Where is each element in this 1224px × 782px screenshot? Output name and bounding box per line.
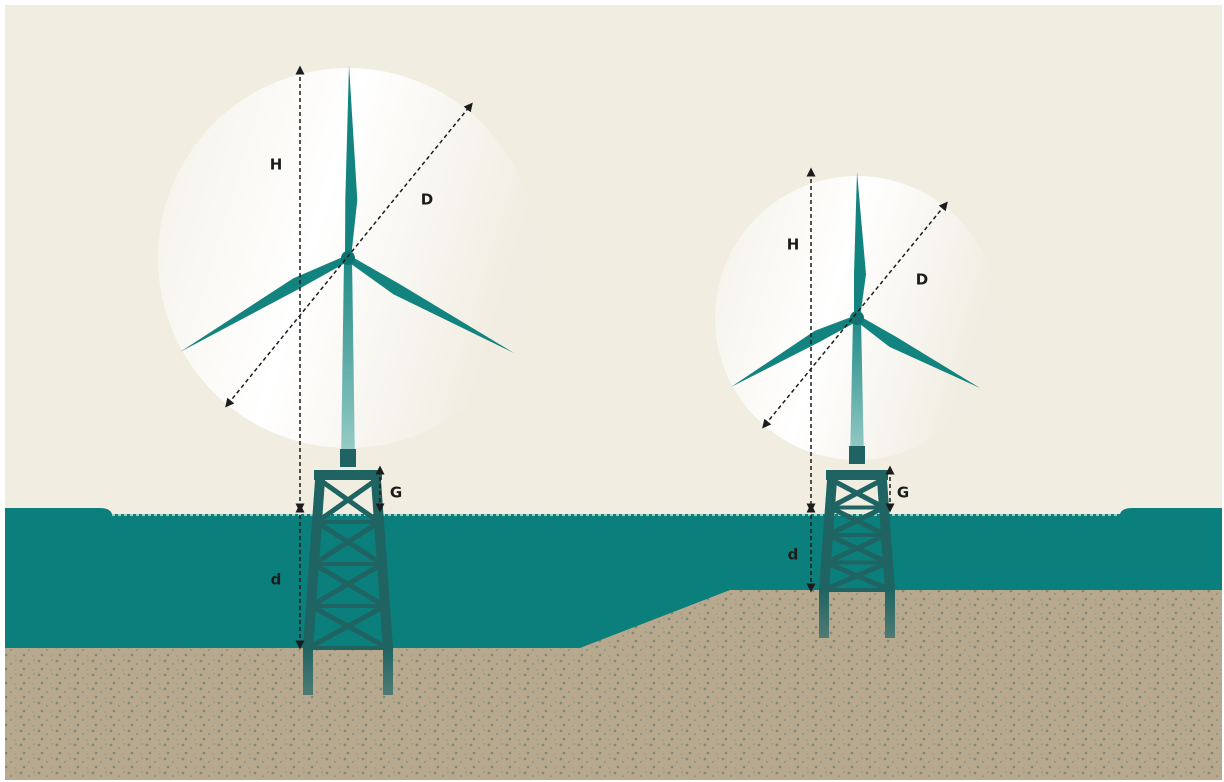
brace	[823, 560, 889, 593]
brace	[309, 561, 384, 609]
brace	[824, 532, 888, 565]
brace	[312, 519, 381, 567]
pile	[819, 590, 829, 638]
pile	[885, 590, 895, 638]
rotor-diameter-dimension	[225, 102, 473, 408]
water-depth-label: d	[788, 546, 799, 564]
hub-height-label: H	[270, 156, 283, 174]
turbine: H D Gd	[715, 167, 999, 638]
water-depth-label: d	[271, 571, 282, 589]
hub	[850, 311, 864, 325]
transition-piece	[826, 470, 888, 480]
rotor-diameter-label: D	[421, 191, 433, 209]
rotor-diameter-dimension	[762, 201, 948, 429]
transition-piece	[314, 470, 382, 480]
gap-label: G	[897, 484, 909, 502]
brace	[306, 603, 387, 651]
brace	[315, 477, 378, 525]
gap-label: G	[390, 484, 402, 502]
jacket	[303, 449, 393, 695]
jacket	[819, 446, 895, 638]
hub-height-label: H	[787, 236, 800, 254]
tower-base	[340, 449, 356, 467]
sea	[5, 508, 1222, 590]
pile	[303, 648, 313, 695]
tower-base	[849, 446, 865, 464]
pile	[383, 648, 393, 695]
brace	[828, 477, 884, 510]
turbine: H D Gd	[158, 65, 538, 695]
seabed	[5, 590, 1222, 780]
rotor-diameter-label: D	[916, 271, 928, 289]
brace	[826, 505, 886, 538]
